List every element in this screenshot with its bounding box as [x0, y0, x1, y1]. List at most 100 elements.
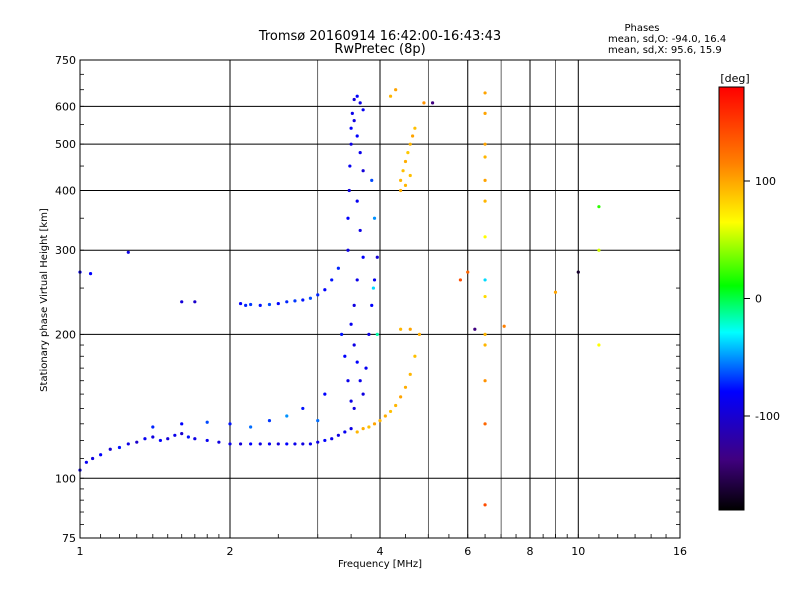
grid [80, 60, 680, 538]
y-tick-label: 200 [55, 328, 76, 341]
data-point [193, 300, 197, 304]
y-tick-label: 300 [55, 244, 76, 257]
y-tick-label: 100 [55, 472, 76, 485]
y-tick-label: 400 [55, 184, 76, 197]
data-point [364, 366, 368, 370]
data-point [151, 425, 155, 429]
x-axis-label: Frequency [MHz] [338, 559, 422, 570]
data-point [383, 414, 387, 418]
data-point [483, 155, 487, 159]
data-point [408, 372, 412, 376]
data-point [205, 420, 209, 424]
data-point [180, 422, 184, 426]
data-point [352, 97, 356, 102]
colorbar-tick-label: -100 [755, 410, 780, 423]
data-point [403, 159, 408, 164]
data-point [217, 440, 221, 444]
data-point [173, 433, 177, 437]
data-point [371, 286, 376, 290]
data-point [91, 456, 95, 461]
data-point [370, 178, 374, 182]
data-point [135, 440, 139, 444]
data-point [403, 183, 408, 187]
data-point [349, 142, 353, 146]
data-point [238, 442, 243, 446]
data-point [355, 94, 359, 98]
data-point [158, 438, 163, 443]
data-point [372, 422, 377, 426]
data-point [399, 188, 403, 193]
data-point [597, 248, 601, 252]
data-point [408, 173, 412, 178]
data-point [180, 300, 184, 304]
y-axis-label: Stationary phase Virtual Height [km] [39, 208, 50, 392]
data-point [340, 332, 344, 336]
data-point [483, 91, 487, 95]
data-point [483, 343, 487, 347]
data-point [349, 427, 353, 431]
data-point [358, 101, 362, 105]
data-point [285, 414, 289, 418]
data-point [367, 425, 371, 429]
data-point [370, 303, 374, 307]
data-point [336, 266, 340, 270]
data-point [483, 379, 487, 383]
data-point [597, 343, 601, 347]
data-point [323, 438, 327, 443]
data-point [394, 88, 398, 92]
data-point [483, 199, 487, 203]
data-point [108, 447, 112, 451]
data-point [413, 126, 417, 130]
data-point [316, 419, 320, 423]
data-point [346, 379, 350, 383]
data-point [285, 300, 289, 304]
y-tick-label: 75 [62, 532, 76, 545]
data-points [78, 88, 601, 507]
data-point [375, 332, 379, 336]
x-tick-labels: 1 2 4 6 8 10 16 [77, 545, 688, 558]
data-point [117, 445, 122, 450]
x-tick-label: 8 [527, 545, 534, 558]
data-point [358, 379, 362, 383]
colorbar-tick-label: 0 [755, 293, 762, 306]
data-point [483, 235, 487, 239]
data-point [349, 322, 353, 326]
data-point [293, 442, 297, 446]
data-point [267, 302, 272, 307]
colorbar-ticks: 100 0 -100 [744, 175, 780, 423]
data-point [301, 442, 305, 446]
data-point [352, 343, 356, 347]
data-point [349, 399, 353, 403]
data-point [308, 296, 313, 300]
data-point [99, 453, 103, 457]
data-point [151, 435, 155, 439]
data-point [267, 419, 272, 423]
data-point [276, 442, 280, 446]
data-point [84, 460, 88, 464]
data-point [323, 288, 327, 292]
plot-frame [79, 59, 681, 539]
data-point [355, 360, 359, 364]
data-point [483, 294, 487, 299]
data-point [408, 327, 412, 331]
data-point [473, 327, 477, 331]
data-point [483, 142, 487, 146]
chart-title: Tromsø 20160914 16:42:00-16:43:43 [258, 29, 501, 44]
data-point [483, 422, 487, 426]
data-point [403, 385, 408, 389]
data-point [410, 134, 415, 138]
y-tick-label: 500 [55, 138, 76, 151]
data-point [466, 270, 470, 274]
data-point [88, 272, 93, 276]
data-point [372, 278, 377, 282]
data-point [502, 324, 506, 328]
data-point [276, 301, 280, 306]
data-point [422, 101, 426, 105]
data-point [358, 151, 362, 155]
data-point [355, 430, 359, 434]
x-tick-label: 1 [77, 545, 84, 558]
data-point [323, 392, 327, 396]
data-point [249, 425, 253, 429]
data-point [301, 298, 305, 302]
